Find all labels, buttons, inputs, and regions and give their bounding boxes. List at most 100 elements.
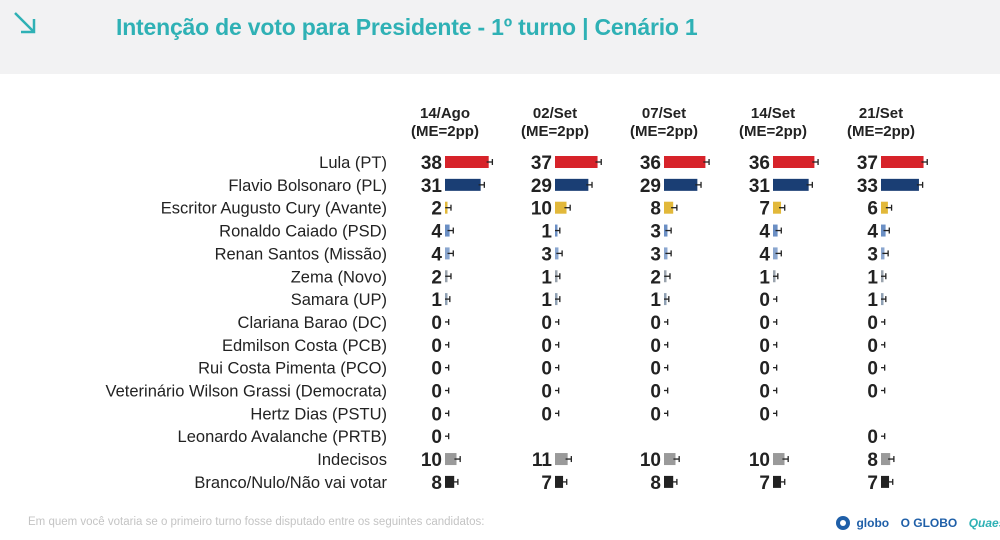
data-label: 33 (857, 176, 878, 197)
candidate-label: Indecisos (317, 451, 387, 469)
data-label: 7 (867, 473, 878, 494)
data-label: 0 (650, 336, 661, 357)
data-label: 3 (541, 244, 552, 265)
data-label: 6 (867, 199, 878, 220)
data-label: 10 (640, 450, 661, 471)
candidate-label: Renan Santos (Missão) (215, 245, 387, 263)
header-bar: Intenção de voto para Presidente - 1º tu… (0, 0, 1000, 74)
bar (664, 475, 674, 488)
column-date: 02/Set (533, 105, 577, 122)
column-date: 14/Set (751, 105, 795, 122)
data-label: 8 (650, 473, 661, 494)
logos: globo O GLOBO Quaest (836, 514, 1000, 534)
column-date: 21/Set (859, 105, 903, 122)
column-date: 14/Ago (420, 105, 470, 122)
data-label: 0 (867, 382, 878, 403)
data-label: 10 (749, 450, 770, 471)
bar (881, 178, 919, 191)
data-label: 4 (431, 244, 442, 265)
data-label: 37 (857, 153, 878, 174)
bar (445, 156, 489, 168)
data-label: 4 (759, 222, 770, 243)
data-label: 38 (421, 153, 442, 174)
bar (445, 453, 457, 466)
bar (881, 453, 891, 466)
footnote: Em quem você votaria se o primeiro turno… (28, 516, 485, 528)
data-label: 0 (867, 313, 878, 334)
data-label: 0 (759, 290, 770, 311)
column-margin: (ME=2pp) (521, 123, 589, 140)
column-margin: (ME=2pp) (630, 123, 698, 140)
bar (445, 224, 450, 237)
bar (773, 156, 815, 168)
bar (555, 178, 589, 191)
bar (555, 453, 568, 466)
bar (664, 178, 698, 191)
data-label: 1 (431, 290, 442, 311)
candidate-label: Escritor Augusto Cury (Avante) (161, 200, 387, 218)
bar (881, 224, 886, 237)
data-label: 36 (640, 153, 661, 174)
data-label: 0 (541, 313, 552, 334)
candidate-label: Ronaldo Caiado (PSD) (219, 223, 387, 241)
bar (664, 453, 676, 466)
data-label: 7 (759, 473, 770, 494)
globo-logo: globo (856, 515, 890, 530)
data-label: 0 (431, 427, 442, 448)
globo-logo-icon (836, 515, 850, 530)
data-label: 1 (650, 290, 661, 311)
data-label: 7 (759, 199, 770, 220)
data-label: 0 (759, 404, 770, 425)
data-label: 1 (541, 222, 552, 243)
candidate-label: Branco/Nulo/Não vai votar (194, 474, 387, 492)
candidate-label: Leonardo Avalanche (PRTB) (178, 428, 387, 446)
data-label: 0 (650, 313, 661, 334)
data-label: 29 (640, 176, 661, 197)
data-label: 8 (431, 473, 442, 494)
quaest-logo: Quaest (968, 515, 1000, 530)
candidate-label: Hertz Dias (PSTU) (250, 405, 387, 423)
candidate-label: Samara (UP) (291, 291, 387, 309)
data-label: 8 (650, 199, 661, 220)
data-label: 2 (431, 199, 442, 220)
candidate-label: Veterinário Wilson Grassi (Democrata) (106, 383, 388, 401)
data-label: 1 (759, 267, 770, 288)
data-label: 1 (867, 290, 878, 311)
data-label: 3 (867, 244, 878, 265)
o-globo-logo: O GLOBO (900, 515, 958, 530)
data-label: 8 (867, 450, 878, 471)
candidate-label: Clariana Barao (DC) (238, 314, 387, 332)
data-label: 0 (867, 359, 878, 380)
data-label: 31 (421, 176, 443, 197)
data-label: 1 (541, 267, 552, 288)
data-label: 7 (541, 473, 552, 494)
candidate-label: Edmilson Costa (PCB) (222, 337, 387, 355)
data-label: 1 (541, 290, 552, 311)
data-label: 36 (749, 153, 770, 174)
data-label: 4 (431, 222, 442, 243)
data-label: 0 (650, 359, 661, 380)
bar (773, 224, 778, 237)
bar (773, 201, 782, 214)
bar (773, 178, 809, 191)
bar (773, 475, 782, 488)
data-label: 0 (431, 359, 442, 380)
data-label: 31 (749, 176, 771, 197)
bar (555, 475, 564, 488)
data-label: 0 (541, 404, 552, 425)
arrow-down-right-icon (14, 12, 36, 34)
bar (555, 156, 598, 168)
data-label: 0 (431, 404, 442, 425)
data-label: 10 (531, 199, 552, 220)
bar (773, 247, 778, 260)
data-label: 0 (759, 336, 770, 357)
data-label: 0 (541, 359, 552, 380)
data-label: 3 (650, 244, 661, 265)
data-label: 10 (421, 450, 442, 471)
data-label: 2 (431, 267, 442, 288)
data-label: 0 (759, 313, 770, 334)
data-label: 29 (531, 176, 552, 197)
column-margin: (ME=2pp) (847, 123, 915, 140)
bar (664, 201, 674, 214)
bar (445, 178, 481, 191)
